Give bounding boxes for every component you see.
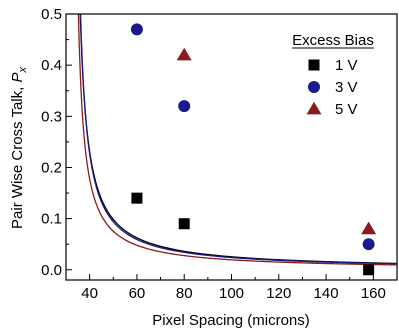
x-tick-label: 40 xyxy=(81,285,98,302)
data-point-s1-3 xyxy=(363,264,375,276)
y-tick-label: 0.4 xyxy=(41,57,62,74)
legend-label-2: 3 V xyxy=(335,79,358,96)
plot-frame xyxy=(65,13,398,281)
legend-marker-3 xyxy=(306,101,322,115)
data-point-s2-1 xyxy=(130,23,143,36)
y-axis-title: Pair Wise Cross Talk, Px xyxy=(9,67,29,229)
x-tick-label: 80 xyxy=(176,285,193,302)
legend-marker-1 xyxy=(308,59,320,71)
x-tick-label: 60 xyxy=(129,285,146,302)
y-axis-title-main: Pair Wise Cross Talk, xyxy=(9,83,26,229)
x-tick-label: 120 xyxy=(266,285,291,302)
data-point-s2-3 xyxy=(362,238,375,251)
legend-marker-2 xyxy=(308,81,320,93)
axes: 40 60 80 100 120 140 160 0.0 0.1 0.2 0.3 0.4 0.5 xyxy=(41,6,398,302)
legend: Excess Bias 1 V 3 V 5 V xyxy=(292,32,374,118)
data-point-s3-1 xyxy=(176,47,192,61)
x-axis-title: Pixel Spacing (microns) xyxy=(152,312,310,329)
y-tick-label: 0.5 xyxy=(41,6,62,23)
legend-label-3: 5 V xyxy=(335,101,358,118)
fit-curves xyxy=(77,14,397,266)
fit-curve-2 xyxy=(79,14,397,265)
y-tick-label: 0.1 xyxy=(41,211,62,228)
data-points xyxy=(130,23,377,276)
y-axis-title-symbol: P xyxy=(9,73,26,83)
legend-label-1: 1 V xyxy=(335,57,358,74)
data-point-s1-1 xyxy=(131,192,143,204)
data-point-s1-2 xyxy=(178,218,190,230)
y-tick-label: 0.2 xyxy=(41,159,62,176)
x-tick-label: 100 xyxy=(219,285,244,302)
legend-title: Excess Bias xyxy=(292,32,374,49)
data-point-s3-2 xyxy=(361,221,377,235)
x-tick-label: 160 xyxy=(361,285,386,302)
y-tick-label: 0.0 xyxy=(41,262,62,279)
fit-curve-3 xyxy=(77,14,397,266)
y-axis-title-subscript: x xyxy=(17,67,29,74)
y-tick-label: 0.3 xyxy=(41,108,62,125)
x-tick-label: 140 xyxy=(314,285,339,302)
data-point-s2-2 xyxy=(178,100,191,113)
